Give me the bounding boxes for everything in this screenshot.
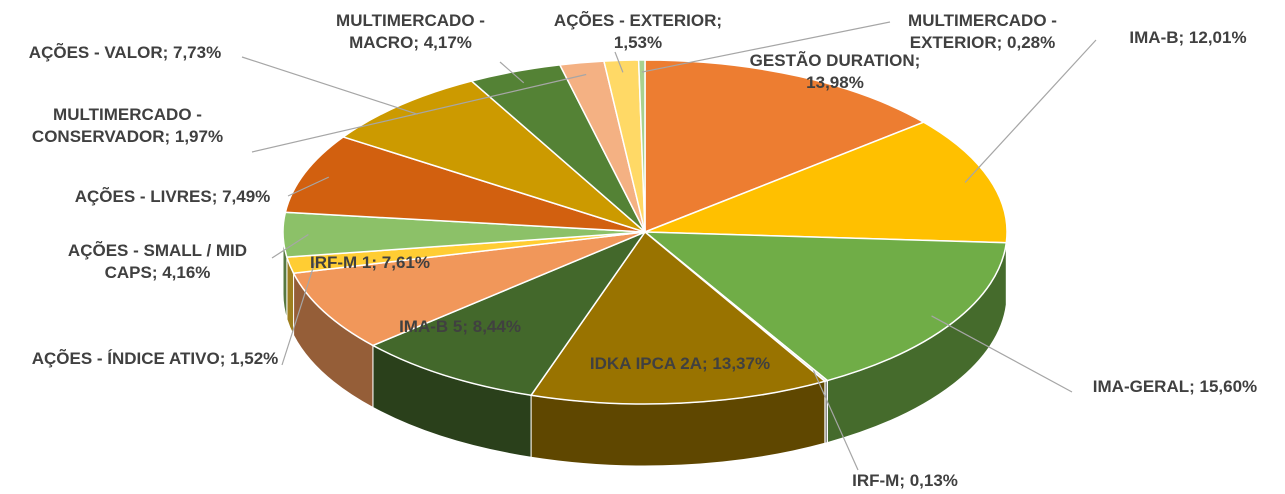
slice [644, 59, 926, 234]
leader-line [251, 73, 587, 153]
label-separator: ; [1189, 377, 1200, 396]
value-label: 15,60% [1199, 377, 1258, 396]
category-name: IMA-GERAL [1092, 377, 1190, 396]
value-label: 0,13% [909, 471, 958, 490]
slice [529, 230, 827, 405]
data-label: MULTIMERCADO - EXTERIOR; 0,28% [870, 10, 1095, 54]
value-label: 7,61% [381, 253, 430, 272]
category-name: IMA-B 5 [399, 317, 463, 336]
value-label: 1,53% [613, 33, 663, 52]
leader-line [641, 21, 891, 73]
label-separator: ; [219, 349, 231, 368]
category-name: MULTIMERCADO - EXTERIOR [908, 11, 1057, 52]
value-label: 0,28% [1007, 33, 1056, 52]
data-label: AÇÕES - SMALL / MID CAPS; 4,16% [45, 240, 270, 284]
label-separator: ; [702, 354, 713, 373]
category-name: IRF-M [852, 471, 900, 490]
category-name: GESTÃO DURATION [749, 51, 915, 70]
category-name: AÇÕES - LIVRES [74, 187, 212, 206]
data-label: IRF-M 1; 7,61% [285, 252, 455, 274]
slice [371, 230, 648, 397]
label-separator: ; [413, 33, 424, 52]
slice [637, 59, 646, 233]
data-label: GESTÃO DURATION; 13,98% [735, 50, 935, 94]
category-name: AÇÕES - SMALL / MID CAPS [67, 241, 248, 282]
leader-line [287, 176, 330, 197]
data-label: MULTIMERCADO - MACRO; 4,17% [318, 10, 503, 54]
leader-line [499, 61, 525, 84]
value-label: 13,37% [712, 354, 771, 373]
label-separator: ; [371, 253, 382, 272]
label-separator: ; [462, 317, 473, 336]
value-label: 8,44% [472, 317, 521, 336]
data-label: AÇÕES - ÍNDICE ATIVO; 1,52% [30, 348, 280, 370]
value-label: 7,73% [173, 43, 222, 62]
value-label: 12,01% [1188, 28, 1247, 47]
label-separator: ; [899, 471, 910, 490]
leader-line [614, 51, 624, 73]
leader-line [812, 370, 859, 471]
data-label: IMA-GERAL; 15,60% [1075, 376, 1275, 398]
leader-line [281, 262, 316, 366]
value-label: 1,97% [174, 127, 224, 146]
data-label: IMA-B; 12,01% [1098, 27, 1278, 49]
label-separator: ; [996, 33, 1008, 52]
slice [292, 231, 646, 347]
slice [284, 136, 646, 233]
data-label: AÇÕES - LIVRES; 7,49% [55, 186, 290, 208]
slice [341, 80, 646, 233]
leader-line [931, 315, 1073, 393]
category-name: IDKA IPCA 2A [589, 354, 703, 373]
value-label: 13,98% [806, 73, 864, 92]
slice [642, 231, 1008, 382]
data-label: IMA-B 5; 8,44% [370, 316, 550, 338]
leader-line [241, 56, 418, 115]
category-name: AÇÕES - ÍNDICE ATIVO [31, 349, 220, 368]
value-label: 4,16% [162, 263, 211, 282]
data-label: MULTIMERCADO - CONSERVADOR; 1,97% [5, 104, 250, 148]
label-separator: ; [164, 127, 175, 146]
category-name: IRF-M 1 [310, 253, 372, 272]
label-separator: ; [151, 263, 163, 282]
data-label: AÇÕES - EXTERIOR; 1,53% [548, 10, 728, 54]
label-separator: ; [1178, 28, 1189, 47]
category-name: MULTIMERCADO - MACRO [336, 11, 485, 52]
category-name: AÇÕES - EXTERIOR [553, 11, 717, 30]
value-label: 4,17% [423, 33, 472, 52]
label-separator: ; [211, 187, 223, 206]
data-label: IDKA IPCA 2A; 13,37% [560, 353, 800, 375]
value-label: 1,52% [230, 349, 279, 368]
label-separator: ; [914, 51, 921, 70]
data-label: AÇÕES - VALOR; 7,73% [5, 42, 245, 64]
leader-line [271, 234, 309, 259]
category-name: AÇÕES - VALOR [28, 43, 163, 62]
slice [644, 121, 1008, 244]
category-name: IMA-B [1129, 28, 1179, 47]
label-separator: ; [162, 43, 173, 62]
leader-line [964, 39, 1097, 183]
label-separator: ; [716, 11, 723, 30]
data-label: IRF-M; 0,13% [830, 470, 980, 492]
category-name: MULTIMERCADO - CONSERVADOR [31, 105, 202, 146]
value-label: 7,49% [222, 187, 271, 206]
